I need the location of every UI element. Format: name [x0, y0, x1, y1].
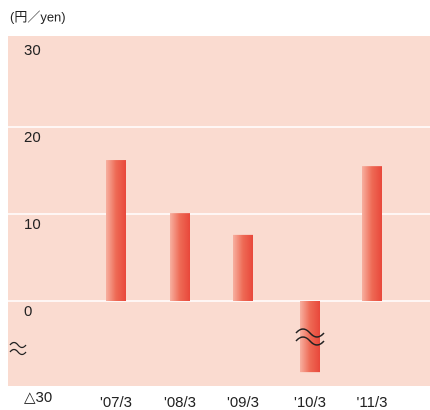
bars	[106, 160, 382, 373]
x-tick-label: '11/3	[357, 394, 388, 410]
y-tick-label: 0	[24, 303, 32, 320]
bar	[233, 234, 253, 301]
bar	[106, 160, 126, 301]
grid: △30 0 10 20 30	[8, 42, 430, 406]
x-tick-label: '08/3	[164, 394, 196, 410]
bar-break	[295, 328, 325, 346]
x-tick-label: '07/3	[100, 394, 132, 410]
y-tick-label: 10	[24, 216, 41, 233]
axis-break	[9, 341, 27, 356]
y-tick-label: △30	[24, 389, 52, 406]
bar	[170, 213, 190, 301]
bar	[362, 166, 382, 301]
y-tick-label: 30	[24, 42, 41, 59]
x-tick-label: '09/3	[227, 394, 259, 410]
x-tick-label: '10/3	[294, 394, 326, 410]
y-tick-label: 20	[24, 129, 41, 146]
bar	[300, 301, 320, 373]
unit-label: (円／yen)	[10, 9, 66, 24]
plot-area	[8, 36, 430, 386]
